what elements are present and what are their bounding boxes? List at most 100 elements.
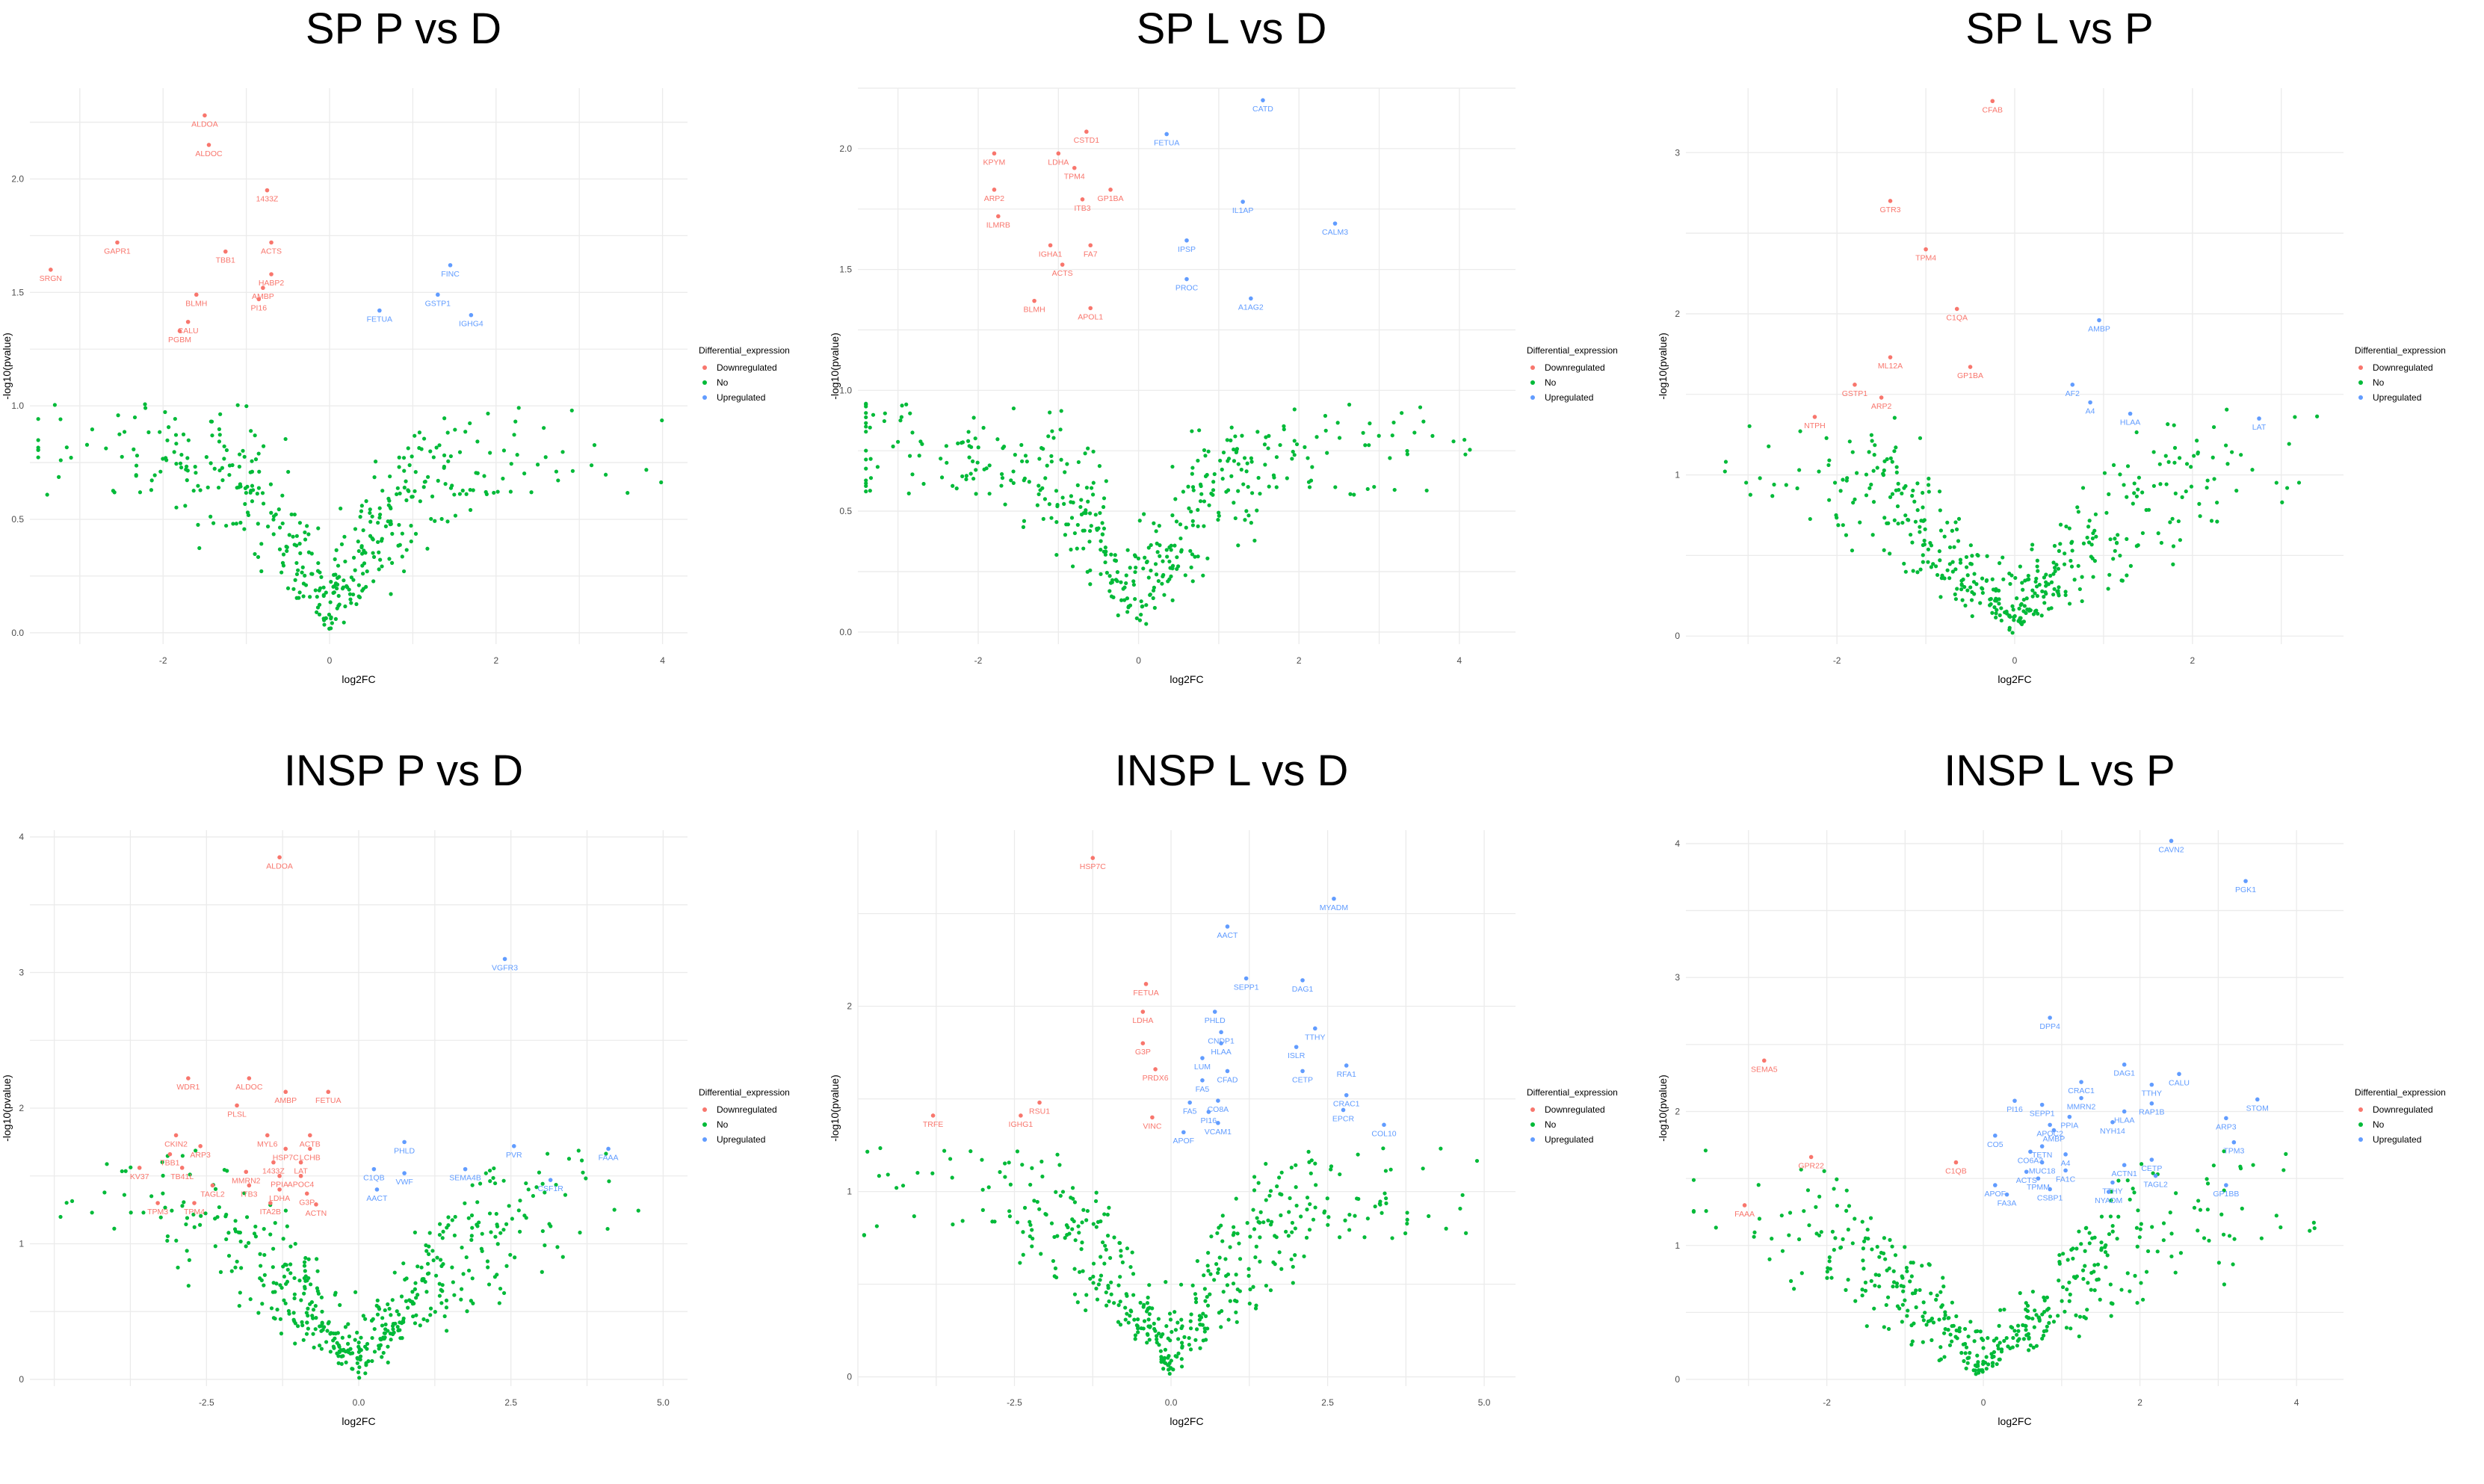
- ns-point: [468, 421, 472, 426]
- downregulated-point: [192, 1201, 197, 1205]
- ns-point: [2069, 558, 2073, 563]
- ns-point: [1219, 1325, 1223, 1329]
- legend-dot-icon: [702, 1122, 707, 1127]
- ns-point: [537, 1170, 542, 1175]
- downregulated-point-label: C1QA: [1946, 313, 1968, 322]
- ns-point: [1183, 573, 1187, 578]
- ns-point: [973, 436, 977, 441]
- legend-dot-icon: [2358, 1137, 2363, 1142]
- ns-point: [1152, 585, 1156, 590]
- downregulated-point: [1150, 1115, 1155, 1120]
- ns-point: [372, 1326, 377, 1332]
- ns-point: [375, 1298, 380, 1302]
- ns-point: [1937, 549, 1941, 554]
- ns-point: [612, 1208, 617, 1212]
- ns-point: [2111, 463, 2116, 468]
- ns-point: [253, 433, 257, 438]
- downregulated-point-label: PRDX6: [1143, 1074, 1169, 1083]
- ns-point: [309, 1299, 315, 1305]
- upregulated-point-label: SEMA4B: [449, 1174, 481, 1183]
- ns-point: [1976, 553, 1980, 558]
- ns-point: [1069, 547, 1073, 552]
- ns-point: [1894, 1284, 1899, 1289]
- ns-point: [1927, 1262, 1931, 1267]
- ns-point: [2159, 540, 2164, 545]
- ns-point: [1248, 1287, 1252, 1292]
- ns-point: [1918, 525, 1922, 529]
- ns-point: [141, 1211, 146, 1215]
- ns-point: [217, 433, 222, 437]
- ns-point: [2067, 602, 2072, 606]
- ns-point: [516, 406, 521, 410]
- ns-point: [443, 482, 448, 486]
- ns-point: [2062, 562, 2067, 566]
- upregulated-point: [448, 263, 453, 268]
- ns-point: [2196, 1199, 2201, 1203]
- ns-point: [440, 1289, 445, 1293]
- ns-point: [1135, 1317, 1140, 1322]
- ns-point: [1221, 1290, 1226, 1294]
- upregulated-point-label: TETN: [2032, 1151, 2052, 1160]
- ns-point: [1906, 518, 1911, 522]
- ns-point: [1188, 1326, 1193, 1331]
- ns-point: [349, 601, 353, 605]
- ns-point: [501, 1228, 506, 1232]
- downregulated-point-label: HSP7C: [273, 1153, 299, 1162]
- ns-point: [489, 1230, 493, 1234]
- ns-point: [2205, 1208, 2210, 1212]
- ns-point: [340, 587, 345, 591]
- ns-point: [185, 1216, 190, 1220]
- ns-point: [371, 554, 377, 559]
- ns-point: [1990, 1364, 1995, 1368]
- downregulated-point: [308, 1146, 312, 1151]
- ns-point: [1170, 513, 1175, 518]
- ns-point: [2072, 578, 2077, 582]
- ns-point: [193, 465, 197, 469]
- ns-point: [197, 1222, 203, 1227]
- ns-point: [370, 1335, 374, 1341]
- ns-point: [1133, 1337, 1137, 1341]
- ns-point: [2069, 1326, 2073, 1331]
- ns-point: [2044, 572, 2048, 577]
- legend-title: Differential_expression: [1527, 1087, 1618, 1098]
- ns-point: [1145, 559, 1149, 564]
- ns-point: [2042, 1295, 2046, 1299]
- ns-point: [1310, 465, 1314, 469]
- ns-point: [475, 439, 480, 444]
- upregulated-point: [2039, 1160, 2045, 1165]
- legend-dot-icon: [1530, 395, 1535, 400]
- ns-point: [2092, 1288, 2097, 1293]
- ns-point: [1116, 1303, 1121, 1308]
- ns-point: [1101, 504, 1106, 510]
- ns-point: [1190, 466, 1195, 470]
- ns-point: [1145, 1301, 1150, 1305]
- upregulated-point: [1212, 1010, 1217, 1014]
- ns-point: [1807, 1223, 1811, 1228]
- ns-point: [515, 453, 519, 457]
- ns-point: [1844, 1188, 1849, 1193]
- ns-point: [1832, 480, 1838, 485]
- downregulated-point: [194, 292, 199, 297]
- ns-point: [187, 1258, 191, 1262]
- ns-point: [2125, 573, 2129, 578]
- ns-point: [1305, 1196, 1310, 1200]
- ns-point: [192, 1225, 197, 1229]
- ns-point: [1964, 565, 1969, 569]
- downregulated-point-label: TBB1: [216, 256, 235, 265]
- ns-point: [1869, 1279, 1873, 1283]
- ns-point: [1997, 1357, 2001, 1362]
- legend-label: Downregulated: [1545, 362, 1605, 373]
- ns-point: [371, 551, 375, 555]
- ns-point: [418, 1323, 422, 1328]
- ns-point: [1827, 1255, 1832, 1260]
- ns-point: [329, 615, 333, 619]
- legend-key: [1527, 1134, 1539, 1146]
- downregulated-point-label: HABP2: [259, 279, 285, 288]
- ns-point: [1128, 1264, 1133, 1270]
- ns-point: [303, 530, 307, 535]
- ns-point: [2048, 573, 2053, 578]
- upregulated-point-label: AF2: [2066, 389, 2080, 398]
- legend-dot-icon: [702, 1137, 707, 1142]
- ns-point: [253, 457, 259, 462]
